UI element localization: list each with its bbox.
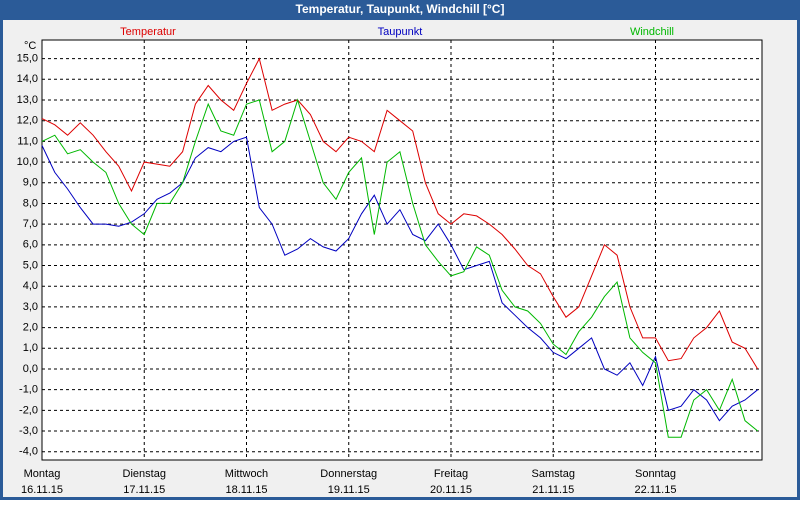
- y-tick-label: 4,0: [23, 280, 38, 292]
- y-tick-label: 8,0: [23, 197, 38, 209]
- unit-label: °C: [24, 40, 36, 52]
- plot-area: [41, 39, 763, 461]
- legend-label: Taupunkt: [378, 26, 423, 38]
- x-tick-date: 19.11.15: [328, 484, 370, 496]
- window-title: Temperatur, Taupunkt, Windchill [°C]: [296, 2, 505, 16]
- y-tick-label: -4,0: [19, 446, 38, 458]
- y-tick-label: -1,0: [19, 384, 38, 396]
- y-tick-label: 15,0: [17, 53, 38, 65]
- y-tick-label: 6,0: [23, 239, 38, 251]
- y-tick-label: 1,0: [23, 342, 38, 354]
- y-tick-label: 5,0: [23, 259, 38, 271]
- x-tick-label: Mittwoch: [225, 468, 268, 480]
- y-tick-label: 7,0: [23, 218, 38, 230]
- y-tick-label: 13,0: [17, 94, 38, 106]
- y-tick-label: 11,0: [17, 135, 38, 147]
- x-tick-label: Montag: [24, 468, 61, 480]
- y-tick-label: 3,0: [23, 301, 38, 313]
- x-tick-label: Samstag: [532, 468, 575, 480]
- y-tick-label: 10,0: [17, 156, 38, 168]
- x-tick-date: 20.11.15: [430, 484, 472, 496]
- series-line: [41, 98, 759, 438]
- y-tick-label: 12,0: [17, 115, 38, 127]
- legend-label: Windchill: [630, 26, 674, 38]
- x-tick-label: Dienstag: [123, 468, 166, 480]
- y-tick-label: -3,0: [19, 425, 38, 437]
- x-tick-date: 18.11.15: [225, 484, 267, 496]
- y-tick-label: 9,0: [23, 177, 38, 189]
- y-tick-label: 0,0: [23, 363, 38, 375]
- series-line: [41, 136, 759, 422]
- x-tick-label: Donnerstag: [320, 468, 377, 480]
- y-tick-label: 2,0: [23, 321, 38, 333]
- y-tick-label: 14,0: [17, 73, 38, 85]
- x-tick-date: 17.11.15: [123, 484, 165, 496]
- x-tick-label: Freitag: [434, 468, 468, 480]
- y-tick-label: -2,0: [19, 404, 38, 416]
- x-tick-date: 16.11.15: [21, 484, 63, 496]
- x-tick-date: 22.11.15: [634, 484, 676, 496]
- legend-label: Temperatur: [120, 26, 176, 38]
- x-tick-label: Sonntag: [635, 468, 676, 480]
- x-tick-date: 21.11.15: [532, 484, 574, 496]
- series-line: [41, 57, 759, 370]
